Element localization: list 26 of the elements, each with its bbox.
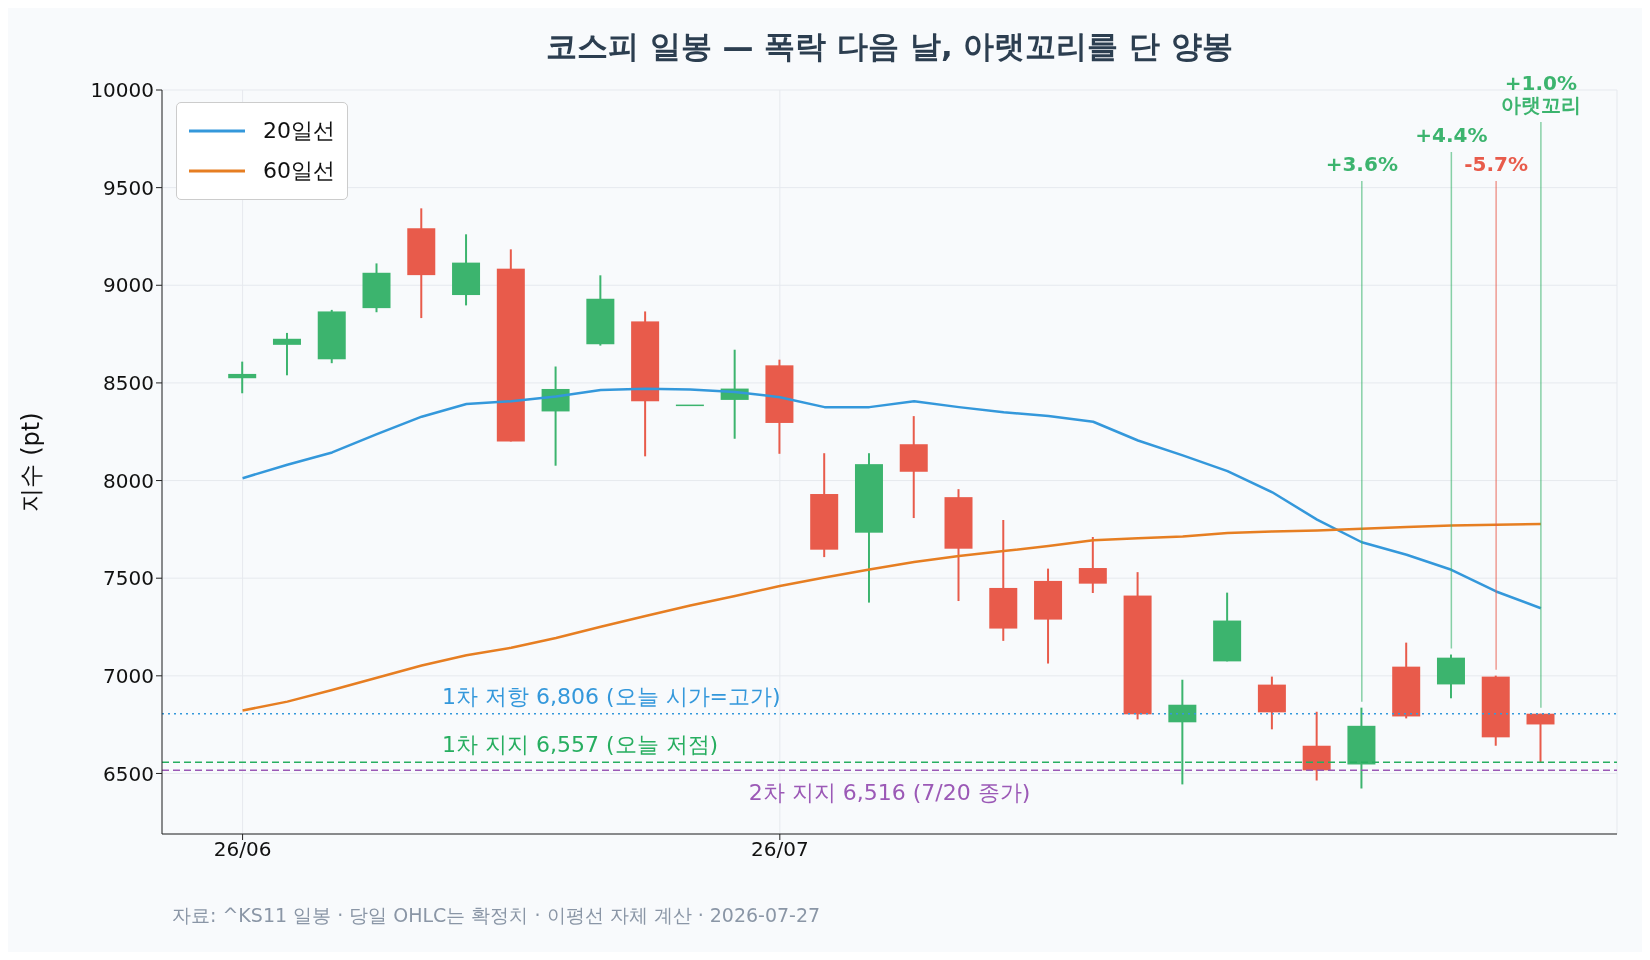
y-tick-label: 8500	[103, 371, 154, 396]
y-tick-label: 8000	[103, 468, 154, 493]
x-tick-label: 26/06	[213, 837, 272, 862]
x-tick-label: 26/07	[751, 837, 809, 862]
candlestick	[272, 331, 301, 377]
y-tick-label: 9000	[103, 273, 154, 298]
text: 자료: ^KS11 일봉 · 당일 OHLC는 확정치 · 이평선 자체 계산 · 2026-07-27	[172, 903, 821, 928]
ref-line-label: 1차 지지 6,557 (오늘 저점)	[442, 732, 719, 758]
y-tick-label: 9500	[103, 175, 154, 200]
legend-label: 20일선	[263, 117, 335, 145]
chart-title: 코스피 일봉 — 폭락 다음 날, 아랫꼬리를 단 양봉	[544, 27, 1235, 66]
text: +1.0% 아랫꼬리	[1500, 71, 1581, 117]
ref-line-label: 2차 지지 6,516 (7/20 종가)	[748, 780, 1031, 806]
line-series	[241, 387, 1543, 610]
text: +3.6%	[1325, 152, 1398, 176]
legend-label: 60일선	[263, 157, 335, 185]
text: -5.7%	[1464, 152, 1529, 176]
y-tick-label: 10000	[90, 78, 154, 103]
ref-line-label: 1차 저항 6,806 (오늘 시가=고가)	[442, 683, 781, 709]
y-tick-label: 7500	[103, 566, 154, 591]
y-tick-label: 7000	[103, 663, 154, 688]
text: +4.4%	[1415, 123, 1488, 147]
line-series	[241, 522, 1543, 712]
y-axis-title: 지수 (pt)	[16, 412, 45, 512]
y-tick-label: 6500	[103, 761, 154, 786]
candlestick	[228, 360, 257, 395]
